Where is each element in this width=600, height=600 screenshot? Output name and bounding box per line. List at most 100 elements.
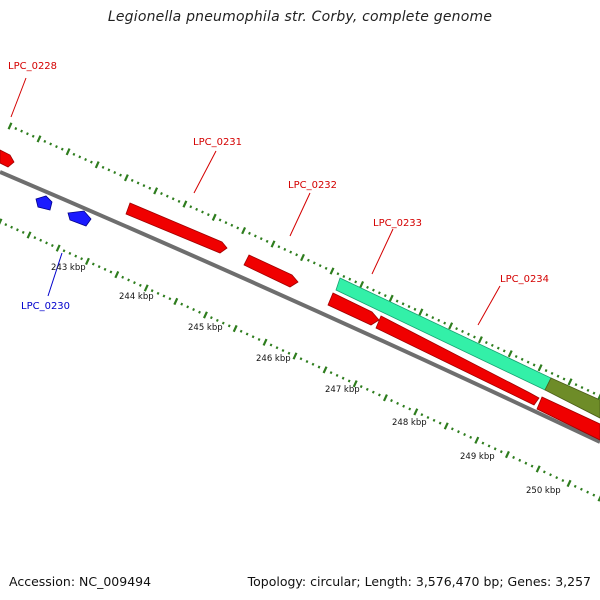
minor-tick: [33, 236, 37, 240]
gene-LPC_0230[interactable]: [67, 210, 92, 227]
minor-tick: [227, 324, 231, 328]
gene-LPC_0234[interactable]: [375, 315, 540, 406]
minor-tick: [101, 165, 105, 169]
minor-tick: [484, 341, 488, 345]
minor-tick: [281, 348, 285, 352]
minor-tick: [109, 270, 113, 274]
minor-tick: [186, 305, 190, 309]
scale-label-244: 244 kbp: [119, 292, 154, 302]
minor-tick: [150, 289, 154, 293]
minor-tick: [306, 258, 310, 262]
minor-tick: [49, 142, 53, 146]
minor-tick: [31, 134, 35, 138]
minor-tick: [209, 316, 213, 320]
minor-tick: [336, 272, 340, 276]
minor-tick: [55, 145, 58, 149]
minor-tick: [311, 362, 315, 366]
gene-label-LPC_0233[interactable]: LPC_0233: [373, 218, 422, 229]
leader-LPC_0230: [47, 252, 63, 297]
major-tick: [448, 322, 454, 330]
genome-backbone: [0, 170, 600, 444]
minor-tick: [50, 244, 54, 248]
major-tick: [382, 394, 388, 402]
major-tick: [173, 297, 179, 306]
minor-tick: [544, 369, 548, 373]
major-tick: [329, 267, 335, 275]
minor-tick: [573, 484, 577, 488]
minor-tick: [121, 275, 125, 279]
gene-LPC_0231[interactable]: [125, 202, 228, 254]
minor-tick: [348, 277, 352, 281]
minor-tick: [580, 487, 583, 491]
major-tick: [211, 213, 217, 221]
accession-text: Accession: NC_009494: [9, 574, 152, 589]
minor-tick: [550, 371, 554, 375]
minor-tick: [156, 291, 160, 295]
minor-tick: [473, 335, 476, 339]
major-tick: [26, 231, 32, 239]
gene-label-LPC_0228[interactable]: LPC_0228: [8, 61, 57, 72]
gene-LPC_0228[interactable]: [0, 149, 15, 168]
minor-tick: [395, 299, 399, 303]
minor-tick: [177, 199, 181, 203]
gene-LPC_0233[interactable]: [327, 292, 380, 326]
minor-tick: [342, 274, 346, 278]
gene-LPC_0235-cds[interactable]: [544, 377, 600, 419]
minor-tick: [431, 316, 435, 320]
minor-tick: [78, 155, 82, 159]
gene-LPC_0235[interactable]: [536, 396, 600, 441]
minor-tick: [138, 283, 142, 287]
minor-tick: [299, 357, 303, 361]
minor-tick: [354, 280, 358, 284]
minor-tick: [89, 160, 93, 164]
minor-tick: [14, 127, 18, 131]
gene-label-LPC_0232[interactable]: LPC_0232: [288, 180, 337, 191]
major-tick: [322, 366, 328, 374]
minor-tick: [469, 435, 473, 439]
major-tick: [270, 240, 276, 248]
minor-tick: [437, 318, 441, 322]
gene-label-LPC_0230[interactable]: LPC_0230: [21, 301, 70, 312]
major-tick: [413, 408, 419, 416]
major-tick: [202, 311, 208, 319]
minor-tick: [277, 245, 281, 249]
gene-LPC_0232[interactable]: [243, 254, 299, 288]
minor-tick: [329, 371, 333, 375]
minor-tick: [365, 387, 369, 391]
minor-tick: [555, 476, 559, 480]
leader-LPC_0234: [477, 285, 501, 326]
minor-tick: [171, 197, 175, 201]
minor-tick: [359, 385, 363, 389]
gene-LPC_0229[interactable]: [35, 195, 53, 211]
major-tick: [474, 436, 480, 444]
major-tick: [507, 350, 513, 358]
major-tick: [388, 294, 394, 302]
minor-tick: [542, 470, 546, 474]
scale-label-247: 247 kbp: [325, 385, 360, 395]
scale-label-249: 249 kbp: [460, 452, 495, 462]
minor-tick: [224, 221, 228, 225]
gene-label-LPC_0234[interactable]: LPC_0234: [500, 274, 549, 285]
minor-tick: [481, 441, 485, 445]
minor-tick: [324, 266, 328, 270]
scale-label-248: 248 kbp: [392, 418, 427, 428]
minor-tick: [103, 267, 107, 271]
minor-tick: [580, 385, 584, 390]
minor-tick: [443, 321, 447, 325]
minor-tick: [512, 455, 516, 459]
minor-tick: [493, 447, 497, 451]
minor-tick: [455, 327, 458, 331]
minor-tick: [68, 251, 72, 255]
minor-tick: [586, 388, 590, 392]
minor-tick: [133, 281, 136, 285]
minor-tick: [160, 192, 163, 196]
minor-tick: [62, 249, 66, 253]
minor-tick: [239, 329, 243, 333]
major-tick: [7, 122, 13, 130]
minor-tick: [463, 433, 466, 437]
gene-label-LPC_0231[interactable]: LPC_0231: [193, 137, 242, 148]
major-tick: [537, 364, 543, 372]
minor-tick: [502, 349, 506, 353]
scale-label-245: 245 kbp: [188, 323, 223, 333]
